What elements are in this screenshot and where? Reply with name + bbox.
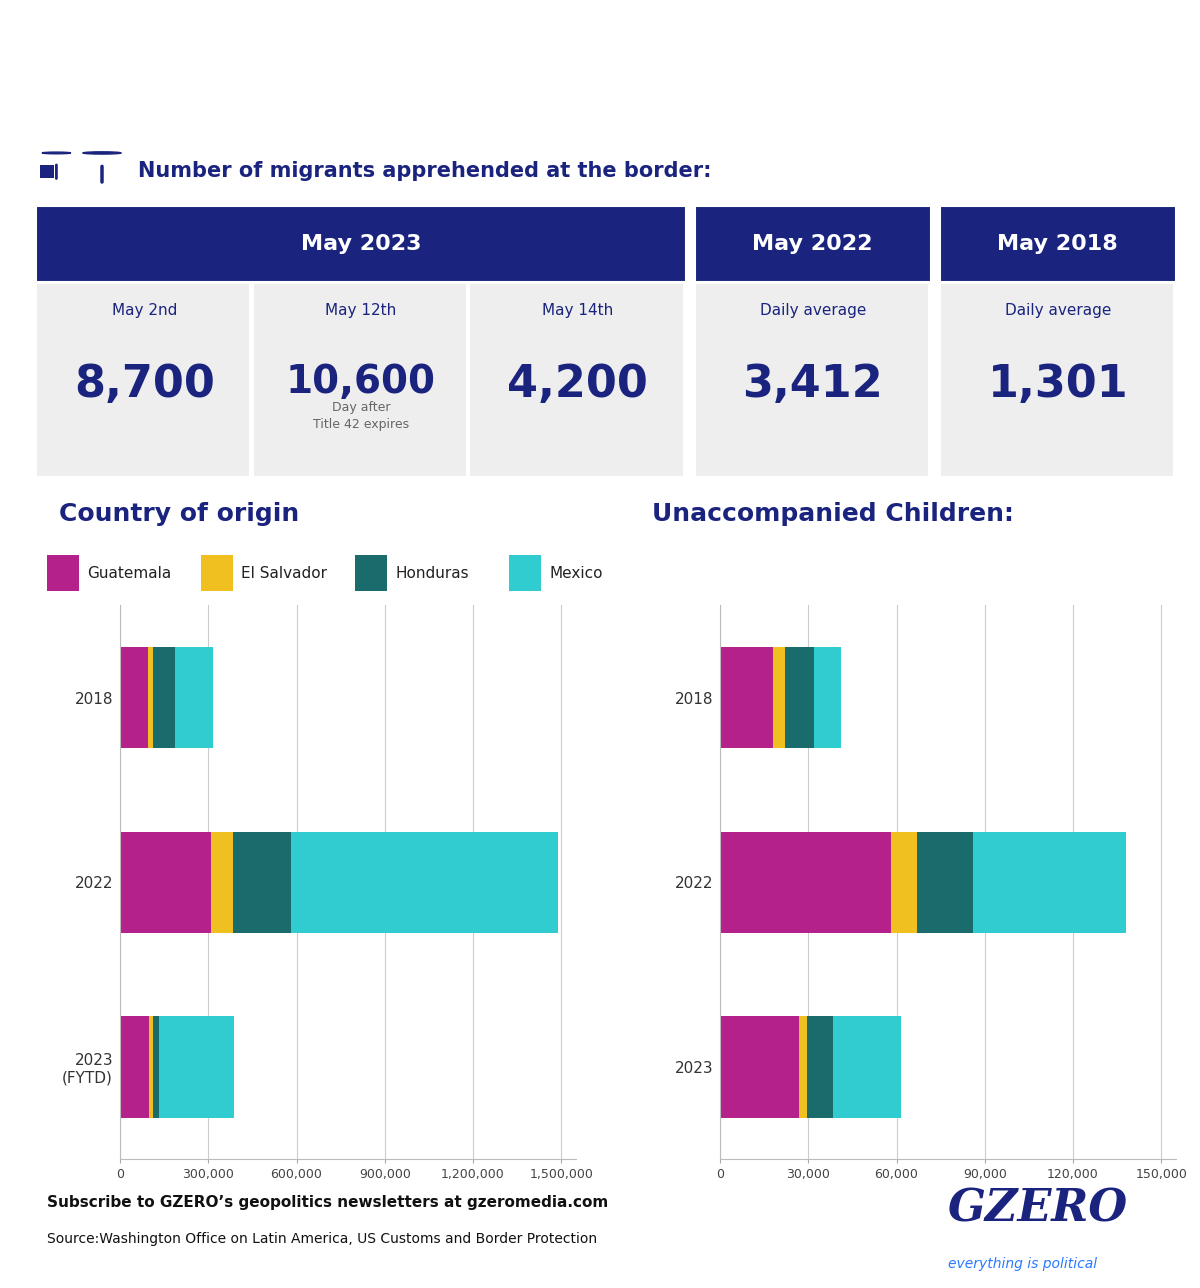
FancyBboxPatch shape	[48, 555, 79, 591]
FancyBboxPatch shape	[355, 555, 388, 591]
Bar	[806, 1016, 833, 1118]
Text: 8,700: 8,700	[74, 363, 215, 406]
Circle shape	[42, 152, 71, 153]
Text: everything is political: everything is political	[948, 1257, 1097, 1270]
Text: Number of migrants apprehended at the border:: Number of migrants apprehended at the bo…	[138, 161, 712, 180]
Text: Honduras: Honduras	[395, 565, 469, 581]
FancyBboxPatch shape	[202, 555, 233, 591]
Bar	[120, 1016, 150, 1118]
Circle shape	[83, 152, 121, 155]
Bar	[160, 1016, 234, 1118]
Bar	[720, 832, 890, 933]
FancyBboxPatch shape	[253, 283, 467, 477]
Bar	[720, 647, 773, 748]
Bar	[152, 1016, 160, 1118]
Bar	[799, 1016, 806, 1118]
Bar	[152, 647, 175, 748]
Bar	[148, 647, 152, 748]
Text: 3,412: 3,412	[743, 363, 883, 406]
FancyBboxPatch shape	[40, 165, 54, 178]
Text: GZERO: GZERO	[948, 1188, 1128, 1230]
Text: Source:Washington Office on Latin America, US Customs and Border Protection: Source:Washington Office on Latin Americ…	[48, 1231, 598, 1245]
Bar	[720, 1016, 799, 1118]
Bar	[973, 832, 1126, 933]
FancyBboxPatch shape	[469, 283, 684, 477]
Bar	[120, 832, 211, 933]
Bar	[120, 647, 148, 748]
Text: Mexico: Mexico	[550, 565, 602, 581]
FancyBboxPatch shape	[695, 206, 931, 282]
Text: May 14th: May 14th	[542, 304, 613, 318]
Text: El Salvador: El Salvador	[241, 565, 328, 581]
Text: May 2022: May 2022	[752, 234, 872, 254]
Text: Subscribe to GZERO’s geopolitics newsletters at gzeromedia.com: Subscribe to GZERO’s geopolitics newslet…	[48, 1195, 608, 1209]
Bar	[785, 647, 814, 748]
Text: May 2nd: May 2nd	[112, 304, 176, 318]
Text: Guatemala: Guatemala	[88, 565, 172, 581]
Text: Daily average: Daily average	[1004, 304, 1111, 318]
Bar	[917, 832, 973, 933]
Bar	[833, 1016, 901, 1118]
FancyBboxPatch shape	[695, 283, 929, 477]
Text: May 12th: May 12th	[325, 304, 396, 318]
Bar	[233, 832, 290, 933]
Text: May 2018: May 2018	[997, 234, 1118, 254]
FancyBboxPatch shape	[36, 206, 686, 282]
Text: Daily average: Daily average	[760, 304, 866, 318]
Bar	[814, 647, 841, 748]
Text: Day after
Title 42 expires: Day after Title 42 expires	[313, 401, 409, 430]
Text: The US Border Before, During, and After Title 42: The US Border Before, During, and After …	[0, 44, 1200, 91]
Text: 10,600: 10,600	[286, 363, 436, 401]
FancyBboxPatch shape	[940, 283, 1174, 477]
Bar	[773, 647, 785, 748]
Text: 1,301: 1,301	[988, 363, 1128, 406]
Bar	[890, 832, 917, 933]
FancyBboxPatch shape	[509, 555, 541, 591]
Bar	[290, 832, 558, 933]
Text: Unaccompanied Children:: Unaccompanied Children:	[652, 502, 1014, 526]
FancyBboxPatch shape	[36, 283, 251, 477]
Text: Country of origin: Country of origin	[59, 502, 299, 526]
Text: May 2023: May 2023	[301, 234, 421, 254]
FancyBboxPatch shape	[940, 206, 1176, 282]
Bar	[211, 832, 233, 933]
Bar	[175, 647, 212, 748]
Bar	[150, 1016, 152, 1118]
Text: 4,200: 4,200	[508, 363, 648, 406]
